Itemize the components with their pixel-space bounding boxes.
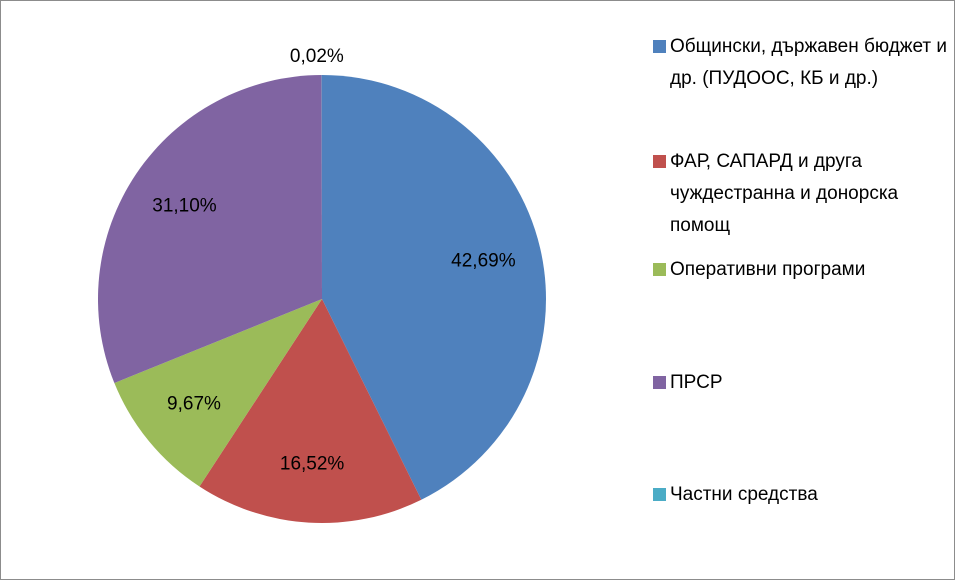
legend-label: Общински, държавен бюджет и др. (ПУДООС,… <box>670 36 948 89</box>
legend-label: ПРСР <box>670 372 723 393</box>
pie-slice <box>114 299 322 487</box>
legend-item: Частни средства <box>653 479 953 511</box>
legend-label: Оперативни програми <box>670 259 866 280</box>
legend-swatch <box>653 488 666 501</box>
legend-swatch <box>653 40 666 53</box>
legend-swatch <box>653 263 666 276</box>
data-label: 31,10% <box>152 195 217 216</box>
pie-slice <box>199 299 422 523</box>
data-label: 42,69% <box>451 250 516 271</box>
legend-swatch <box>653 376 666 389</box>
pie-slice <box>97 75 322 384</box>
data-label: 16,52% <box>280 453 345 474</box>
legend-item: ФАР, САПАРД и друга чуждестранна и донор… <box>653 146 953 242</box>
legend-label: Частни средства <box>670 484 818 505</box>
pie-slice <box>322 75 546 500</box>
legend-swatch <box>653 155 666 168</box>
legend-item: Общински, държавен бюджет и др. (ПУДООС,… <box>653 31 953 95</box>
legend-item: ПРСР <box>653 367 953 399</box>
data-label: 9,67% <box>167 393 221 414</box>
legend-item: Оперативни програми <box>653 254 953 286</box>
data-label: 0,02% <box>290 46 344 67</box>
legend-label: ФАР, САПАРД и друга чуждестранна и донор… <box>670 151 899 236</box>
